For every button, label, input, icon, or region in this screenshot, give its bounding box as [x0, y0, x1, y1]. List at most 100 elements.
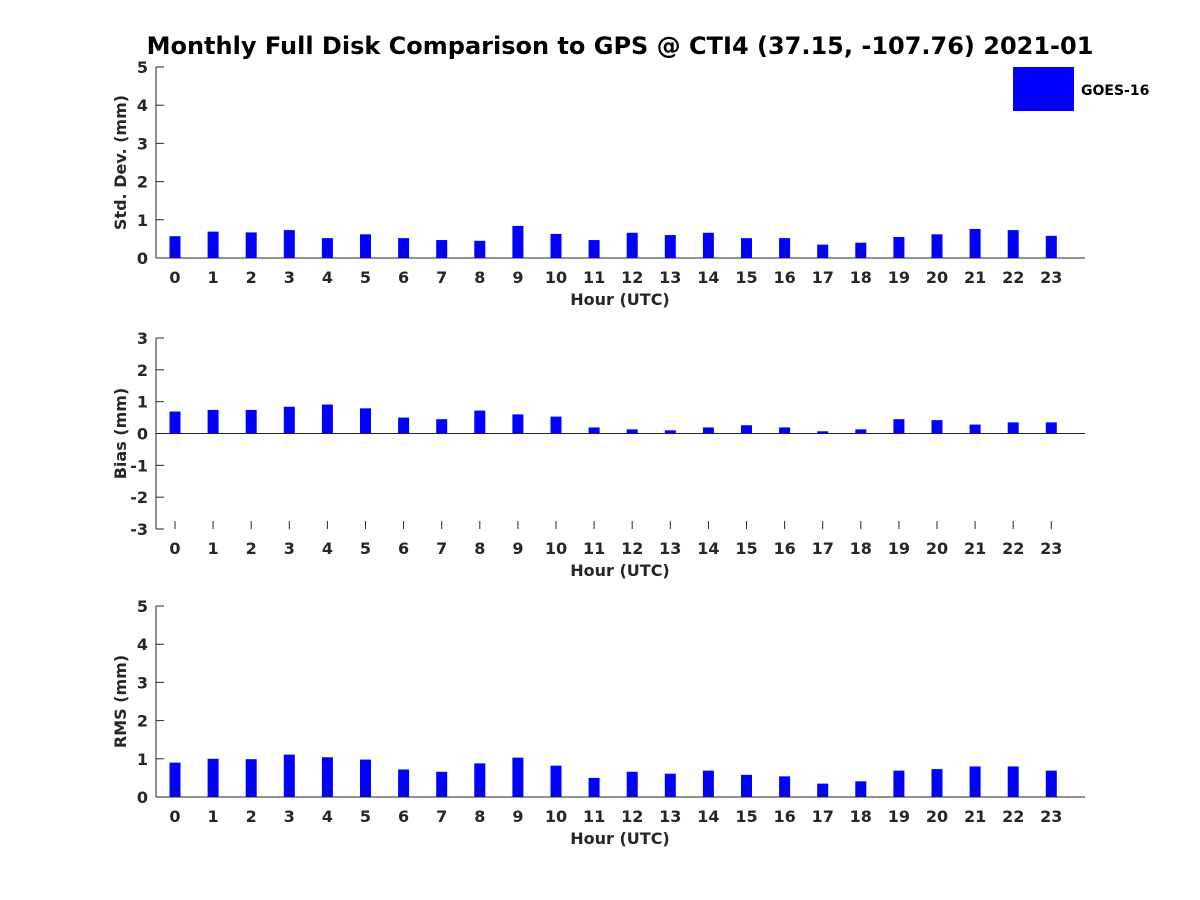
- bias-bar-10: [550, 416, 562, 434]
- std-dev-bar-3: [283, 230, 295, 258]
- rms-x-tick-label: 12: [621, 807, 643, 826]
- bias-bar-12: [626, 429, 638, 434]
- bias-bar-19: [893, 419, 905, 434]
- std-dev-bar-19: [893, 236, 905, 258]
- bias-bar-22: [1007, 422, 1019, 434]
- rms-x-tick-label: 17: [812, 807, 834, 826]
- bias-y-tick-label: 0: [137, 425, 148, 444]
- rms-x-tick-label: 6: [398, 807, 409, 826]
- bias-x-tick-label: 8: [474, 539, 485, 558]
- rms-x-tick-label: 18: [850, 807, 872, 826]
- rms-x-tick-label: 2: [246, 807, 257, 826]
- rms-x-tick-label: 9: [512, 807, 523, 826]
- bias-x-tick-label: 23: [1040, 539, 1062, 558]
- rms-bar-13: [664, 773, 676, 797]
- std-dev-x-tick-label: 3: [284, 268, 295, 287]
- bias-bar-13: [664, 430, 676, 434]
- std-dev-x-tick-label: 10: [545, 268, 567, 287]
- bias-x-tick-label: 20: [926, 539, 948, 558]
- std-dev-x-tick-label: 1: [208, 268, 219, 287]
- rms-x-tick-label: 21: [964, 807, 986, 826]
- bias-bar-21: [969, 424, 981, 434]
- legend-swatch: [1013, 67, 1074, 111]
- std-dev-x-tick-label: 11: [583, 268, 605, 287]
- std-dev-bar-22: [1007, 230, 1019, 258]
- rms-x-tick-label: 0: [169, 807, 180, 826]
- bias-bar-14: [702, 427, 714, 434]
- std-dev-y-tick-label: 3: [137, 134, 148, 153]
- std-dev-x-tick-label: 9: [512, 268, 523, 287]
- bias-x-tick-label: 17: [812, 539, 834, 558]
- rms-bar-20: [931, 769, 943, 797]
- rms-x-tick-label: 7: [436, 807, 447, 826]
- std-dev-x-tick-label: 17: [812, 268, 834, 287]
- bias-y-tick-label: 3: [137, 329, 148, 348]
- bias-bar-5: [360, 408, 371, 434]
- rms-x-tick-label: 23: [1040, 807, 1062, 826]
- std-dev-y-axis-label: Std. Dev. (mm): [111, 95, 130, 230]
- rms-x-tick-label: 10: [545, 807, 567, 826]
- rms-x-tick-label: 5: [360, 807, 371, 826]
- std-dev-y-tick-label: 1: [137, 211, 148, 230]
- bias-x-tick-label: 4: [322, 539, 333, 558]
- std-dev-x-tick-label: 19: [888, 268, 910, 287]
- bias-bar-9: [512, 414, 524, 434]
- bias-x-tick-label: 11: [583, 539, 605, 558]
- bias-x-tick-label: 12: [621, 539, 643, 558]
- rms-y-tick-label: 4: [137, 635, 148, 654]
- bias-x-tick-label: 21: [964, 539, 986, 558]
- bias-x-tick-label: 5: [360, 539, 371, 558]
- rms-x-tick-label: 16: [773, 807, 795, 826]
- std-dev-x-tick-label: 21: [964, 268, 986, 287]
- bias-x-tick-label: 14: [697, 539, 719, 558]
- bias-bar-16: [779, 427, 791, 434]
- std-dev-bar-6: [398, 238, 410, 258]
- rms-bar-14: [702, 770, 714, 797]
- bias-bar-11: [588, 427, 600, 434]
- bias-x-tick-label: 2: [246, 539, 257, 558]
- bias-bar-2: [245, 409, 257, 434]
- rms-bar-16: [779, 776, 791, 797]
- bias-x-tick-label: 9: [512, 539, 523, 558]
- bias-x-tick-label: 0: [169, 539, 180, 558]
- std-dev-x-tick-label: 20: [926, 268, 948, 287]
- std-dev-x-tick-label: 15: [735, 268, 757, 287]
- std-dev-x-tick-label: 23: [1040, 268, 1062, 287]
- rms-x-tick-label: 3: [284, 807, 295, 826]
- rms-bar-2: [245, 759, 257, 797]
- bias-x-tick-label: 22: [1002, 539, 1024, 558]
- std-dev-bar-23: [1045, 235, 1057, 258]
- chart-title: Monthly Full Disk Comparison to GPS @ CT…: [147, 32, 1094, 60]
- std-dev-bar-2: [245, 232, 257, 258]
- rms-bar-21: [969, 766, 981, 797]
- std-dev-x-tick-label: 7: [436, 268, 447, 287]
- rms-x-tick-label: 11: [583, 807, 605, 826]
- bias-y-tick-label: -2: [130, 488, 148, 507]
- bias-x-tick-label: 10: [545, 539, 567, 558]
- std-dev-bar-14: [702, 232, 714, 258]
- std-dev-bar-21: [969, 228, 981, 258]
- rms-bar-0: [169, 762, 181, 797]
- bias-y-tick-label: -3: [130, 520, 148, 539]
- bias-bar-4: [321, 404, 333, 434]
- rms-x-tick-label: 1: [208, 807, 219, 826]
- rms-bar-10: [550, 765, 562, 797]
- std-dev-x-tick-label: 0: [169, 268, 180, 287]
- bias-x-tick-label: 13: [659, 539, 681, 558]
- bias-bar-17: [817, 431, 829, 434]
- rms-bar-22: [1007, 766, 1019, 797]
- std-dev-x-tick-label: 12: [621, 268, 643, 287]
- rms-y-tick-label: 5: [137, 597, 148, 616]
- bias-bar-6: [398, 417, 410, 434]
- std-dev-bar-1: [207, 231, 219, 258]
- std-dev-bar-4: [321, 238, 333, 258]
- std-dev-bar-13: [664, 235, 676, 258]
- std-dev-x-tick-label: 4: [322, 268, 333, 287]
- bias-x-tick-label: 6: [398, 539, 409, 558]
- std-dev-x-axis-label: Hour (UTC): [570, 290, 670, 309]
- bias-bar-15: [741, 425, 752, 434]
- rms-bar-9: [512, 757, 524, 797]
- rms-bar-6: [398, 769, 410, 797]
